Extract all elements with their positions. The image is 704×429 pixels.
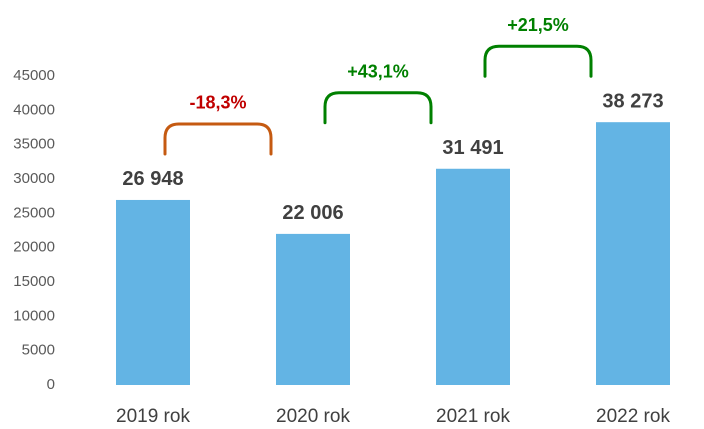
value-label: 38 273 (602, 90, 663, 112)
change-bracket (483, 44, 593, 78)
change-bracket (323, 91, 433, 125)
y-tick-label: 40000 (13, 101, 55, 118)
change-label: +21,5% (507, 15, 569, 35)
y-tick-label: 30000 (13, 170, 55, 187)
x-tick-label: 2022 rok (596, 406, 670, 427)
bar (276, 233, 350, 385)
value-label: 22 006 (282, 202, 343, 224)
y-tick-label: 35000 (13, 136, 55, 153)
value-label: 26 948 (122, 168, 183, 190)
bar (596, 122, 670, 385)
y-tick-label: 20000 (13, 239, 55, 256)
x-tick-label: 2020 rok (276, 406, 350, 427)
y-tick-label: 0 (47, 376, 55, 393)
bar (116, 199, 190, 385)
x-tick-label: 2021 rok (436, 406, 510, 427)
change-bracket (163, 122, 273, 156)
x-tick-label: 2019 rok (116, 406, 190, 427)
change-label: -18,3% (189, 93, 246, 113)
value-label: 31 491 (442, 137, 503, 159)
y-tick-label: 25000 (13, 204, 55, 221)
y-tick-label: 5000 (22, 342, 55, 359)
bar (436, 168, 510, 385)
change-label: +43,1% (347, 62, 409, 82)
y-tick-label: 45000 (13, 67, 55, 84)
y-tick-label: 10000 (13, 307, 55, 324)
y-tick-label: 15000 (13, 273, 55, 290)
